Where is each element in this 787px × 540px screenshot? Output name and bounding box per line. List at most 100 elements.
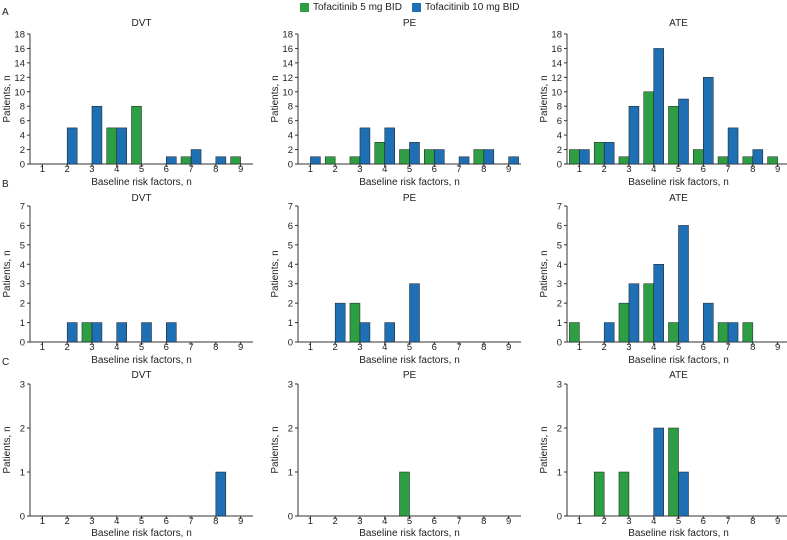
chart-b-pe-bar-10mg-5[interactable] [409,283,420,343]
chart-a-pe-bar-5mg-8[interactable] [473,149,485,165]
chart-a-dvt-bar-10mg-7[interactable] [190,149,202,165]
chart-b-ate-y-tick-label: 5 [557,240,562,251]
chart-b-ate-bar-10mg-5[interactable] [678,225,689,343]
chart-a-dvt-bar-10mg-2[interactable] [66,127,78,165]
chart-b-pe-y-tick-label: 1 [288,318,293,329]
chart-a-dvt-bar-5mg-7[interactable] [180,156,192,165]
chart-a-pe-x-tick-label: 3 [357,164,362,175]
chart-b-ate-bar-10mg-6[interactable] [703,302,714,343]
chart-a-dvt-bar-10mg-6[interactable] [166,156,177,165]
legend-item-5mg[interactable]: Tofacitinib 5 mg BID [300,2,402,13]
chart-b-ate-bar-5mg-8[interactable] [742,322,754,343]
chart-b-ate-x-tick-label: 4 [651,342,656,353]
chart-b-pe-x-tick-label: 5 [407,342,412,353]
chart-c-ate-bar-5mg-2[interactable] [593,471,605,517]
chart-b-ate-bar-10mg-2[interactable] [603,322,615,343]
chart-b-ate-bar-5mg-3[interactable] [618,302,630,343]
chart-a-ate-x-tick-label: 7 [725,164,730,175]
chart-a-pe-bar-10mg-9[interactable] [508,156,519,165]
chart-a-pe-bar-10mg-1[interactable] [310,156,321,165]
chart-a-ate-y-tick-label: 16 [551,44,562,55]
chart-a-ate-bar-5mg-2[interactable] [593,142,605,165]
chart-a-dvt-bar-5mg-9[interactable] [230,156,241,165]
chart-a-ate-bar-10mg-5[interactable] [678,98,689,165]
chart-a-pe-bar-10mg-6[interactable] [434,149,445,165]
chart-a-dvt-bar-10mg-4[interactable] [116,127,127,165]
chart-a-dvt-bar-10mg-8[interactable] [215,156,227,165]
chart-b-ate-bar-5mg-7[interactable] [717,322,729,343]
chart-a-pe-y-tick-label: 0 [288,160,293,171]
chart-a-pe-y-tick-label: 14 [282,58,293,69]
chart-b-ate-bar-10mg-7[interactable] [727,322,739,343]
chart-b-dvt-bar-10mg-5[interactable] [141,322,152,343]
chart-a-pe-bar-10mg-4[interactable] [384,127,395,165]
chart-a-ate-bar-5mg-9[interactable] [767,156,778,165]
chart-b-ate-bar-5mg-1[interactable] [569,322,580,343]
chart-b-ate-x-tick-label: 2 [602,342,607,353]
chart-c-dvt-x-tick-label: 1 [40,516,45,527]
chart-a-pe-bar-5mg-6[interactable] [424,149,435,165]
chart-a-pe-bar-10mg-3[interactable] [359,127,371,165]
chart-c-dvt-y-tick-label: 1 [20,468,25,479]
chart-b-dvt-bar-5mg-3[interactable] [81,322,93,343]
chart-a-ate-bar-5mg-6[interactable] [693,149,704,165]
chart-b-pe-bar-5mg-3[interactable] [349,302,361,343]
chart-a-ate-bar-5mg-7[interactable] [717,156,729,165]
chart-b-dvt-bar-10mg-4[interactable] [116,322,127,343]
chart-a-pe-bar-10mg-7[interactable] [458,156,470,165]
chart-c-ate-bar-10mg-4[interactable] [653,427,664,517]
chart-b-dvt-bar-10mg-3[interactable] [91,322,103,343]
chart-b-ate-bar-5mg-4[interactable] [643,283,654,343]
chart-c-dvt-x-tick-label: 6 [164,516,169,527]
chart-b-pe-bar-10mg-3[interactable] [359,322,371,343]
chart-a-ate-bar-5mg-4[interactable] [643,91,654,165]
chart-b-pe-x-label: Baseline risk factors, n [359,355,460,366]
chart-a-pe-bar-10mg-8[interactable] [483,149,495,165]
chart-b-dvt-bar-10mg-2[interactable] [66,322,78,343]
chart-c-ate-bar-5mg-3[interactable] [618,471,630,517]
chart-b-dvt-bar-10mg-6[interactable] [166,322,177,343]
chart-a-dvt-x-tick-label: 4 [114,164,119,175]
chart-c-dvt-bar-10mg-8[interactable] [215,471,227,517]
chart-a-ate-bar-5mg-1[interactable] [569,149,580,165]
chart-a-pe-bar-10mg-5[interactable] [409,142,420,165]
chart-c-pe-bar-5mg-5[interactable] [399,471,410,517]
chart-a-pe-x-tick-label: 7 [456,164,461,175]
chart-a-ate-bar-10mg-3[interactable] [628,105,640,165]
chart-a-pe-bar-5mg-4[interactable] [374,142,385,165]
chart-c-ate-bar-10mg-5[interactable] [678,471,689,517]
chart-a-ate-bar-10mg-7[interactable] [727,127,739,165]
chart-a-ate-bar-5mg-5[interactable] [668,105,679,165]
chart-a-ate-x-tick-label: 1 [577,164,582,175]
chart-a-dvt-title: DVT [132,18,152,29]
chart-a-dvt-bar-10mg-3[interactable] [91,105,103,165]
chart-a-dvt-bar-5mg-4[interactable] [106,127,117,165]
legend-item-10mg[interactable]: Tofacitinib 10 mg BID [411,2,519,13]
chart-a-pe-x-tick-label: 4 [382,164,387,175]
chart-a-ate-bar-10mg-4[interactable] [653,48,664,165]
chart-a-ate-bar-10mg-6[interactable] [703,77,714,165]
chart-a-ate-bar-10mg-2[interactable] [603,142,615,165]
chart-c-ate-bar-5mg-5[interactable] [668,427,679,517]
chart-a-dvt-bar-5mg-5[interactable] [131,105,142,165]
chart-c-ate-x-tick-label: 3 [626,516,631,527]
chart-a-ate-bar-10mg-1[interactable] [579,149,590,165]
chart-a-ate-bar-5mg-8[interactable] [742,156,754,165]
chart-c-dvt-y-tick-label: 3 [20,380,25,391]
chart-a-pe-bar-5mg-5[interactable] [399,149,410,165]
chart-a-ate-bar-5mg-3[interactable] [618,156,630,165]
chart-b-ate-bar-10mg-4[interactable] [653,264,664,343]
chart-a-pe-bar-5mg-2[interactable] [324,156,336,165]
chart-b-ate-bar-5mg-5[interactable] [668,322,679,343]
chart-b-pe-bar-10mg-2[interactable] [334,302,346,343]
chart-b-ate-bar-10mg-3[interactable] [628,283,640,343]
chart-a-pe-bar-5mg-3[interactable] [349,156,361,165]
chart-a-pe-y-tick-label: 12 [282,73,293,84]
chart-b-pe-x-tick-label: 4 [382,342,387,353]
chart-c-dvt-x-tick-label: 8 [213,516,218,527]
chart-b-dvt-x-tick-label: 3 [89,342,94,353]
chart-a-dvt-x-tick-label: 9 [238,164,243,175]
chart-b-pe-bar-10mg-4[interactable] [384,322,395,343]
chart-b-pe-title: PE [403,193,417,204]
chart-a-ate-bar-10mg-8[interactable] [752,149,764,165]
